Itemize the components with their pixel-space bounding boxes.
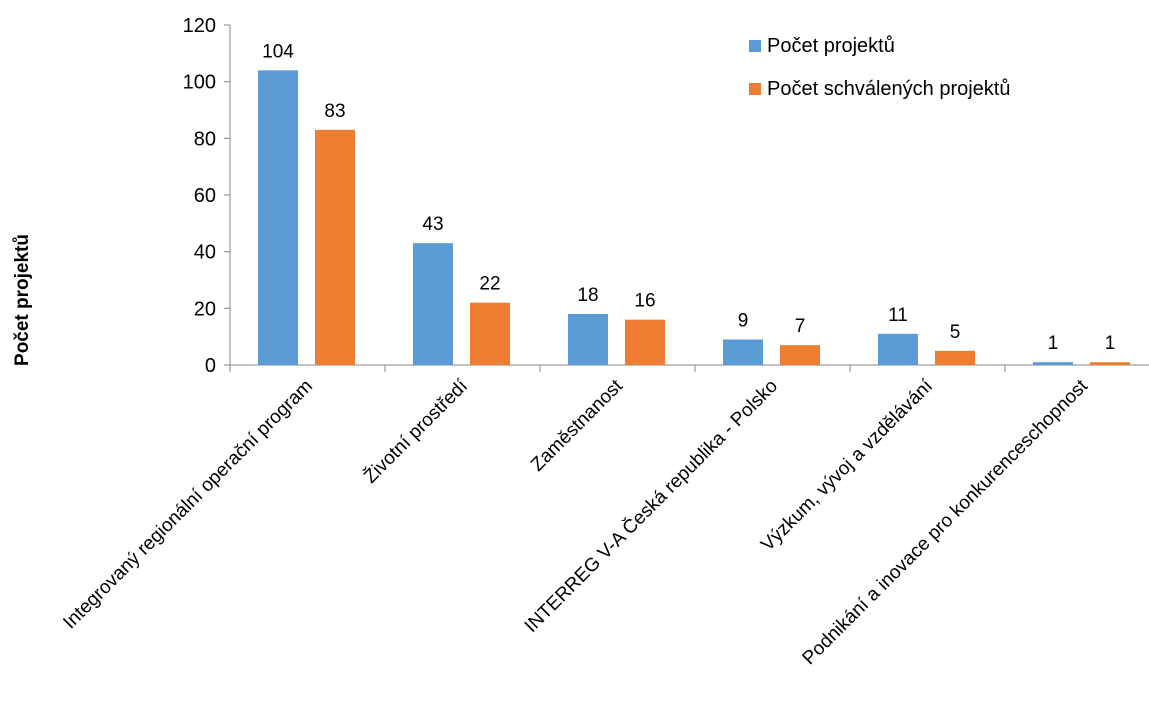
y-tick-label: 60 — [194, 185, 216, 207]
y-tick-label: 40 — [194, 242, 216, 264]
legend-label: Počet schválených projektů — [767, 78, 1010, 100]
bar-series-2 — [780, 345, 820, 365]
data-label: 22 — [479, 274, 500, 295]
data-label: 18 — [577, 285, 598, 306]
y-axis-title-group: Počet projektů — [12, 234, 33, 366]
legend: Počet projektů Počet schválených projektů — [749, 35, 1010, 100]
bar-series-2 — [470, 302, 510, 365]
category-label: Výzkum, vývoj a vzdělávání — [757, 375, 937, 555]
data-label: 1 — [1105, 333, 1116, 354]
category-labels: Integrovaný regionální operační program Ž… — [59, 374, 1092, 669]
legend-label: Počet projektů — [767, 35, 895, 57]
bar-series-1 — [413, 243, 453, 365]
y-tick-label: 0 — [205, 355, 216, 377]
y-axis-title: Počet projektů — [12, 234, 33, 366]
data-label: 9 — [738, 311, 749, 332]
category-label: Integrovaný regionální operační program — [59, 376, 317, 634]
axes: 0 20 40 60 80 100 120 — [183, 15, 1149, 377]
bar-series-2 — [935, 350, 975, 365]
data-label: 83 — [324, 101, 345, 122]
bars — [258, 70, 1130, 365]
data-label: 43 — [422, 214, 443, 235]
y-tick-label: 100 — [183, 72, 216, 94]
legend-swatch — [749, 40, 761, 52]
data-label: 7 — [795, 316, 806, 337]
bar-series-1 — [1033, 362, 1073, 365]
y-tick-label: 120 — [183, 15, 216, 37]
bar-series-2 — [625, 319, 665, 365]
data-label: 5 — [950, 322, 961, 343]
data-label: 1 — [1048, 333, 1059, 354]
legend-swatch — [749, 83, 761, 95]
y-tick-label: 80 — [194, 128, 216, 150]
y-tick-label: 20 — [194, 298, 216, 320]
category-label: Životní prostředí — [359, 374, 472, 487]
bar-series-1 — [258, 70, 298, 365]
data-label: 16 — [634, 291, 655, 312]
data-label: 104 — [262, 41, 294, 62]
bar-series-2 — [315, 129, 355, 365]
bar-series-1 — [568, 314, 608, 365]
data-label: 11 — [888, 305, 908, 326]
category-label: INTERREG V-A Česká republika - Polsko — [520, 375, 782, 637]
bar-series-1 — [878, 333, 918, 365]
category-label: Podnikání a inovace pro konkurenceschopn… — [799, 375, 1093, 669]
bar-series-2 — [1090, 362, 1130, 365]
category-label: Zaměstnanost — [527, 375, 627, 475]
bar-series-1 — [723, 339, 763, 365]
